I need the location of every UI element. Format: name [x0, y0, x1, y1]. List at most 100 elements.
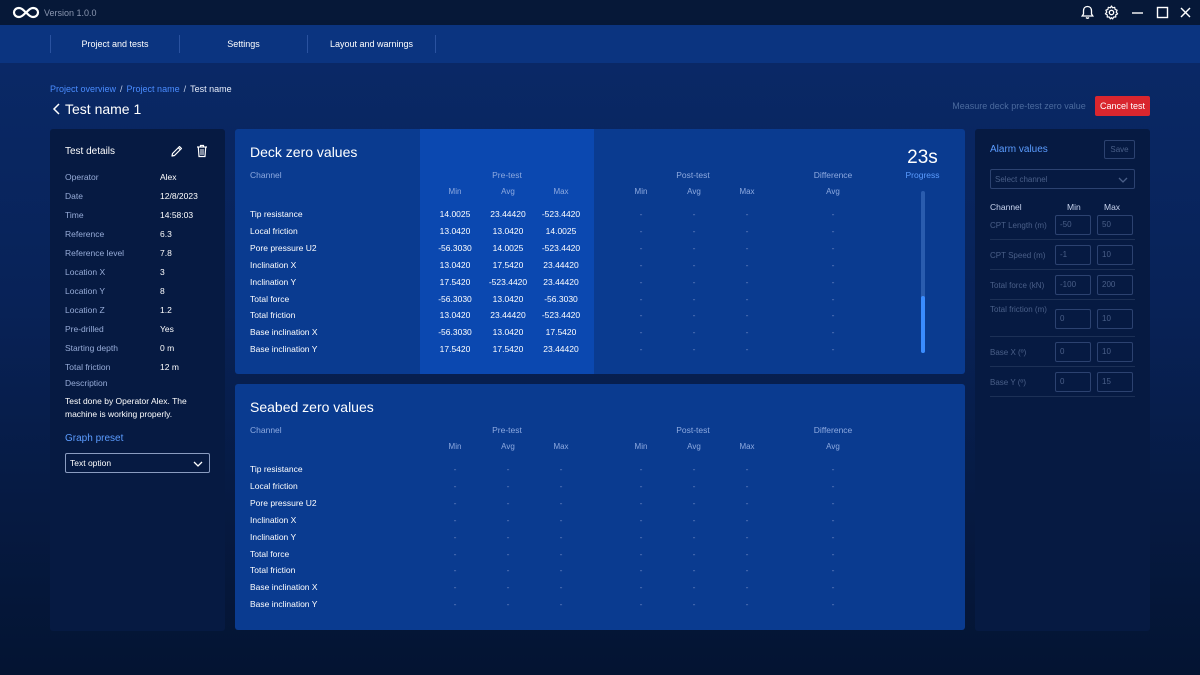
close-icon[interactable] [1178, 5, 1193, 20]
difference-cell: - [831, 259, 835, 270]
difference-cell: - [831, 514, 835, 525]
header-post-test: Post-test [676, 425, 710, 435]
pre-test-cell: - [453, 531, 457, 542]
page-title: Test name 1 [52, 101, 141, 117]
breadcrumb-current: Test name [190, 84, 232, 94]
post-test-cell: - [639, 565, 643, 576]
channel-label: Base inclination Y [250, 599, 318, 610]
breadcrumb-project-name[interactable]: Project name [126, 84, 180, 94]
post-test-cell: - [745, 259, 749, 270]
detail-value: 8 [160, 286, 165, 296]
title-bar: Version 1.0.0 [0, 0, 1200, 25]
breadcrumb-project-overview[interactable]: Project overview [50, 84, 117, 94]
trash-icon[interactable] [195, 144, 209, 158]
channel-label: Total friction [250, 565, 296, 576]
detail-value: 7.8 [160, 248, 172, 258]
pre-test-cell: 13.0420 [492, 225, 524, 236]
gear-icon[interactable] [1104, 5, 1119, 20]
alarm-save-button[interactable]: Save [1104, 140, 1135, 159]
pre-test-cell: - [559, 565, 563, 576]
post-test-cell: - [745, 327, 749, 338]
pencil-icon[interactable] [170, 144, 184, 158]
tab-project-and-tests[interactable]: Project and tests [50, 35, 179, 53]
alarm-max-input[interactable]: 15 [1097, 372, 1133, 392]
alarm-header-max: Max [1104, 202, 1121, 212]
select-channel-dropdown[interactable]: Select channel [990, 169, 1135, 189]
progress-bar [921, 191, 925, 353]
measure-deck-button[interactable]: Measure deck pre-test zero value [952, 101, 1086, 111]
cancel-test-button[interactable]: Cancel test [1095, 96, 1150, 116]
detail-label: Time [65, 210, 84, 220]
pre-test-cell: -56.3030 [438, 293, 472, 304]
detail-value: 0 m [160, 343, 175, 353]
alarm-max-input[interactable]: 10 [1097, 309, 1133, 329]
detail-value: 14:58:03 [160, 210, 194, 220]
post-test-cell: - [692, 565, 696, 576]
detail-label: Starting depth [65, 343, 118, 353]
pre-test-cell: -523.4420 [541, 242, 581, 253]
tab-settings[interactable]: Settings [179, 35, 307, 53]
alarm-min-input[interactable]: 0 [1055, 342, 1091, 362]
pre-test-cell: - [453, 599, 457, 610]
channel-label: Inclination X [250, 259, 297, 270]
post-test-cell: - [745, 276, 749, 287]
difference-cell: - [831, 531, 835, 542]
alarm-min-input[interactable]: -50 [1055, 215, 1091, 235]
pre-test-cell: 17.5420 [492, 259, 524, 270]
minimize-icon[interactable] [1130, 5, 1145, 20]
difference-cell: - [831, 599, 835, 610]
difference-cell: - [831, 464, 835, 474]
pre-test-cell: -56.3030 [438, 242, 472, 253]
post-test-cell: - [639, 599, 643, 610]
alarm-min-input[interactable]: 0 [1055, 309, 1091, 329]
breadcrumb-separator: / [120, 84, 123, 94]
pre-test-cell: 17.5420 [545, 327, 577, 338]
chevron-left-icon[interactable] [52, 102, 62, 116]
alarm-max-input[interactable]: 10 [1097, 342, 1133, 362]
pre-test-cell: - [506, 531, 510, 542]
bell-icon[interactable] [1080, 5, 1095, 20]
post-test-cell: - [745, 480, 749, 491]
page-title-text: Test name 1 [65, 101, 142, 117]
post-test-cell: - [639, 480, 643, 491]
alarm-max-input[interactable]: 10 [1097, 245, 1133, 265]
post-test-cell: - [745, 464, 749, 474]
pre-test-cell: - [506, 565, 510, 576]
alarm-min-input[interactable]: 0 [1055, 372, 1091, 392]
pre-test-cell: - [506, 582, 510, 593]
channel-label: Tip resistance [250, 209, 303, 219]
alarm-max-input[interactable]: 200 [1097, 275, 1133, 295]
pre-test-cell: - [559, 480, 563, 491]
detail-value: 1.2 [160, 305, 172, 315]
pre-test-cell: 23.44420 [543, 259, 579, 270]
pre-test-cell: - [559, 582, 563, 593]
subheader-max: Max [553, 187, 569, 196]
alarm-min-input[interactable]: -100 [1055, 275, 1091, 295]
alarm-max-input[interactable]: 50 [1097, 215, 1133, 235]
difference-cell: - [831, 276, 835, 287]
post-test-cell: - [745, 497, 749, 508]
subheader-min: Min [448, 187, 462, 196]
subheader-avg: Avg [826, 187, 840, 196]
pre-test-cell: 23.44420 [490, 209, 526, 219]
subheader-max: Max [739, 187, 755, 196]
maximize-icon[interactable] [1155, 5, 1170, 20]
pre-test-cell: -523.4420 [541, 310, 581, 321]
pre-test-cell: - [506, 464, 510, 474]
post-test-cell: - [745, 242, 749, 253]
difference-cell: - [831, 242, 835, 253]
tab-layout-and-warnings[interactable]: Layout and warnings [307, 35, 436, 53]
post-test-cell: - [692, 242, 696, 253]
post-test-cell: - [692, 497, 696, 508]
alarm-min-input[interactable]: -1 [1055, 245, 1091, 265]
description-text: Test done by Operator Alex. The machine … [65, 396, 187, 419]
test-details-title: Test details [65, 146, 116, 157]
pre-test-cell: -56.3030 [438, 327, 472, 338]
alarm-channel-label: Total friction (m) [990, 305, 1047, 314]
select-channel-placeholder: Select channel [995, 175, 1048, 184]
pre-test-cell: -523.4420 [488, 276, 528, 287]
channel-label: Base inclination Y [250, 344, 318, 355]
alarm-row: Total force (kN) -100 200 [990, 270, 1135, 300]
pre-test-cell: -56.3030 [544, 293, 578, 304]
graph-preset-select[interactable]: Text option [65, 453, 210, 473]
